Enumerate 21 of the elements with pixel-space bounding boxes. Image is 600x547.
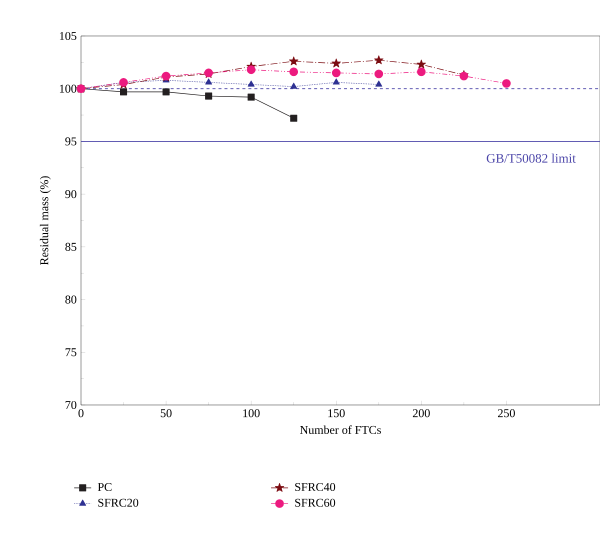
y-tick-label: 90 xyxy=(65,190,76,198)
y-tick-label: 105 xyxy=(60,32,76,40)
y-tick-label: 85 xyxy=(65,242,76,251)
y-axis-title: Residual mass (%) xyxy=(40,176,51,265)
x-tick-label: 250 xyxy=(498,409,515,418)
x-tick-label: 200 xyxy=(412,409,430,418)
x-tick-label: 100 xyxy=(243,409,260,418)
y-tick-label: 75 xyxy=(66,348,76,356)
legend-label: SFRC20 xyxy=(98,498,138,507)
y-tick-label: 70 xyxy=(66,400,76,410)
y-tick-label: 80 xyxy=(65,296,76,304)
legend-label: SFRC60 xyxy=(295,498,336,507)
legend-label: SFRC40 xyxy=(295,482,336,492)
x-tick-label: 0 xyxy=(78,409,84,418)
x-tick-label: 150 xyxy=(328,409,345,418)
y-tick-label: 100 xyxy=(60,84,76,93)
ref-line-label: GB/T50082 limit xyxy=(486,154,576,163)
x-axis-title: Number of FTCs xyxy=(300,425,381,434)
y-tick-label: 95 xyxy=(65,137,76,146)
legend-label: PC xyxy=(98,482,112,492)
x-tick-label: 50 xyxy=(160,409,172,418)
